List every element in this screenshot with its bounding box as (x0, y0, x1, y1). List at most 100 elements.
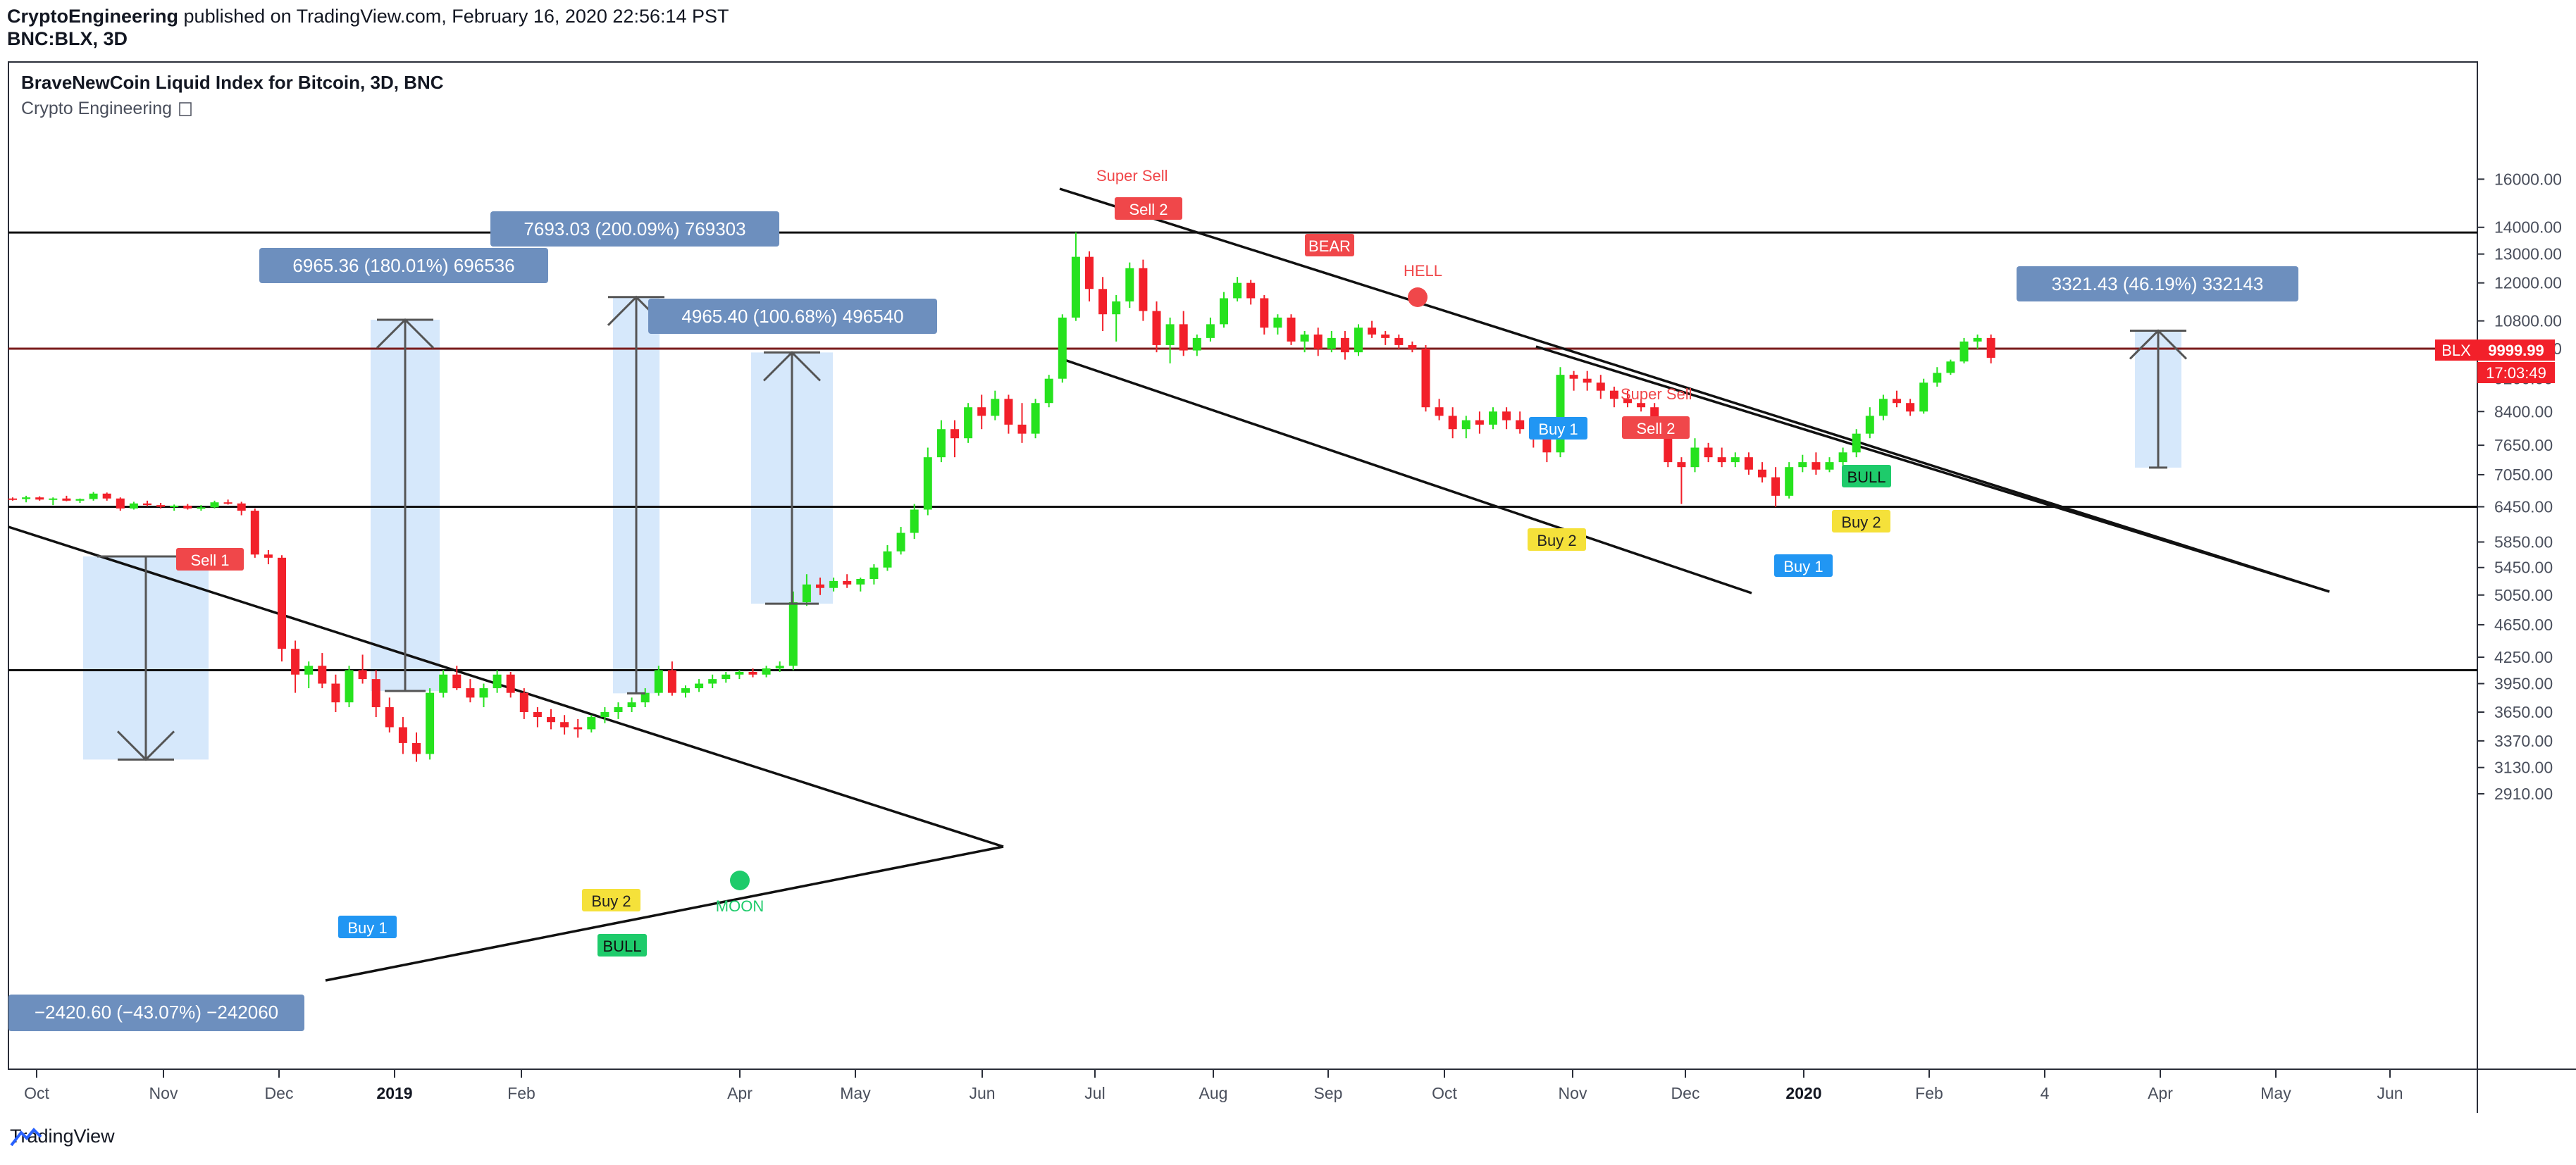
indicator-settings-icon[interactable] (179, 102, 192, 116)
signal-tag-text: Buy 1 (347, 919, 387, 937)
signal-tag (1622, 416, 1690, 439)
candle-body (304, 666, 314, 675)
candle-body (143, 503, 151, 506)
candle-body (1812, 462, 1821, 470)
trendline (1062, 358, 1752, 594)
measure-label-text: 3321.43 (46.19%) 332143 (2052, 273, 2264, 294)
price-tick-label: 3950.00 (2494, 675, 2553, 693)
candle-body (1583, 378, 1592, 383)
measure-label-box (2017, 266, 2298, 301)
author-name[interactable]: CryptoEngineering (7, 6, 179, 27)
candle-body (1327, 337, 1336, 349)
publish-header: CryptoEngineering published on TradingVi… (7, 4, 729, 28)
candles (8, 232, 1995, 762)
trendlines (8, 187, 2477, 982)
price-tick-label: 4250.00 (2494, 648, 2553, 666)
candle-body (129, 503, 138, 509)
candle-body (816, 584, 824, 588)
moon-marker-icon (730, 871, 750, 890)
candle-body (1852, 433, 1861, 453)
last-price-badge: BLX 9999.99 17:03:49 (2435, 339, 2555, 383)
candle-body (829, 580, 838, 588)
candle-body (250, 511, 259, 555)
candle-body (923, 457, 932, 510)
candle-body (1906, 403, 1915, 412)
candle-body (735, 671, 744, 675)
candle-body (600, 711, 609, 718)
candle-body (1152, 311, 1161, 345)
signal-tag (1305, 234, 1354, 256)
candle-body (1031, 403, 1040, 434)
countdown-value: 17:03:49 (2486, 364, 2546, 382)
time-tick-label: Dec (1671, 1084, 1700, 1102)
candle-body (1461, 420, 1470, 430)
price-tick-label: 4650.00 (2494, 616, 2553, 634)
candle-body (936, 429, 946, 458)
candle-body (1664, 433, 1673, 463)
candle-body (533, 711, 542, 718)
candle-body (1300, 334, 1309, 342)
candle-body (8, 498, 17, 500)
candle-body (466, 688, 475, 698)
candle-body (762, 668, 771, 675)
candle-body (1744, 457, 1753, 470)
candle-body (1368, 328, 1377, 335)
candle-body (708, 679, 717, 684)
indicator-label[interactable]: Crypto Engineering (21, 99, 172, 118)
candle-body (695, 683, 704, 689)
signal-text: Super Sell (1096, 167, 1168, 185)
price-tick-label: 13000.00 (2494, 245, 2562, 263)
candle-body (345, 670, 354, 703)
candle-body (1085, 256, 1094, 289)
tradingview-logo-icon (10, 1128, 42, 1147)
price-tick-label: 7650.00 (2494, 436, 2553, 454)
signal-tag (1832, 510, 1890, 532)
footer-brand[interactable]: TradingView (10, 1126, 115, 1147)
candle-body (1354, 328, 1363, 353)
candle-body (1044, 378, 1053, 404)
signal-tag (1529, 417, 1587, 440)
signal-tag-text: Buy 2 (1537, 532, 1576, 549)
time-tick-label: May (2260, 1084, 2291, 1102)
measure-label-box (259, 248, 548, 283)
candle-body (1273, 317, 1282, 328)
signal-tag-text: Buy 1 (1538, 420, 1578, 438)
candle-body (640, 692, 650, 703)
time-tick-label: Sep (1314, 1084, 1343, 1102)
symbol-label: BNC:BLX, 3D (7, 28, 128, 49)
time-tick-label: Oct (1432, 1084, 1457, 1102)
candle-body (1878, 399, 1888, 416)
measure-label-box (490, 211, 779, 247)
time-tick-label: May (840, 1084, 871, 1102)
trendline (8, 525, 1004, 848)
candle-body (788, 602, 798, 666)
last-price-box (2477, 339, 2555, 361)
signal-tag (1842, 465, 1891, 487)
candle-body (1758, 469, 1766, 478)
candle-body (1313, 334, 1323, 349)
candle-body (1771, 477, 1781, 496)
candle-body (1556, 375, 1565, 453)
signal-tag-text: BEAR (1308, 237, 1351, 255)
candle-body (1058, 317, 1067, 379)
time-tick-label: 4 (2041, 1084, 2050, 1102)
candle-body (574, 727, 583, 730)
candle-body (1233, 282, 1242, 299)
price-tick-label: 5450.00 (2494, 559, 2553, 577)
candle-body (426, 692, 435, 754)
time-tick-label: Jul (1084, 1084, 1105, 1102)
candle-body (116, 498, 125, 509)
candle-body (802, 584, 811, 603)
price-tick-label: 16000.00 (2494, 170, 2562, 188)
signal-tag-text: BULL (602, 937, 641, 955)
candle-body (1690, 447, 1699, 468)
signal-tag (338, 916, 397, 938)
candle-body (1139, 268, 1148, 311)
trendline (1535, 345, 2330, 593)
time-tick-label: Apr (2148, 1084, 2173, 1102)
price-tick-label: 10800.00 (2494, 312, 2562, 330)
signal-tag (597, 934, 647, 957)
time-tick-label: Jun (2377, 1084, 2403, 1102)
price-tick-label: 5850.00 (2494, 532, 2553, 551)
